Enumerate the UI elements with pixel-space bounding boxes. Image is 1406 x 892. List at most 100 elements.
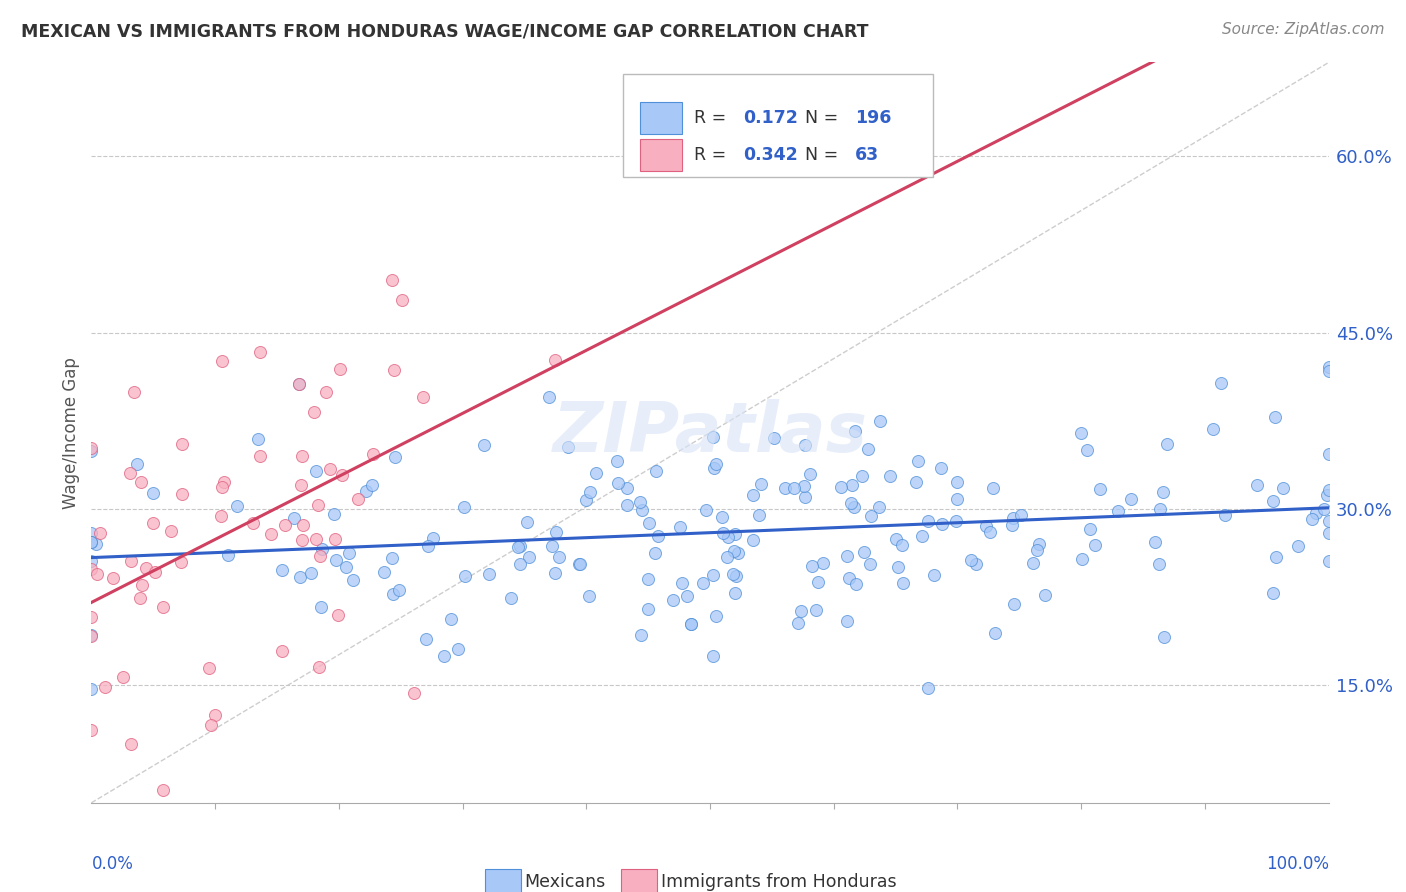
Point (606, 475, 628, 490)
Point (1213, 508, 1236, 522)
Point (337, 546, 360, 560)
Point (335, 560, 357, 574)
Point (981, 481, 1004, 495)
Point (579, 485, 602, 500)
Point (929, 460, 952, 475)
Point (835, 549, 858, 564)
Point (131, 578, 153, 592)
Point (288, 377, 311, 392)
Point (304, 464, 326, 478)
Point (891, 538, 914, 552)
Point (676, 589, 699, 603)
Point (363, 447, 385, 461)
Point (974, 519, 997, 533)
Point (717, 530, 740, 544)
Point (807, 575, 830, 590)
Point (723, 526, 745, 541)
Point (801, 559, 824, 574)
Point (946, 491, 969, 506)
FancyBboxPatch shape (485, 870, 520, 892)
Point (415, 632, 437, 646)
FancyBboxPatch shape (623, 73, 932, 178)
Point (274, 518, 297, 533)
Point (1002, 597, 1025, 611)
Point (506, 540, 529, 554)
Point (129, 591, 152, 606)
Point (1071, 551, 1094, 566)
Point (702, 430, 724, 444)
Point (569, 557, 592, 571)
Point (249, 345, 271, 359)
Point (440, 612, 463, 626)
Text: R =: R = (695, 146, 731, 164)
Point (741, 487, 763, 501)
Point (1070, 425, 1092, 440)
Point (172, 437, 194, 451)
Point (135, 561, 157, 575)
Point (637, 602, 659, 616)
Point (1001, 518, 1024, 533)
Point (1108, 504, 1130, 518)
Point (907, 454, 929, 468)
Point (711, 509, 734, 524)
Text: MEXICAN VS IMMIGRANTS FROM HONDURAS WAGE/INCOME GAP CORRELATION CHART: MEXICAN VS IMMIGRANTS FROM HONDURAS WAGE… (21, 22, 869, 40)
Point (1317, 514, 1340, 528)
Point (1246, 478, 1268, 492)
Point (509, 539, 531, 553)
Point (131, 475, 153, 489)
Point (1090, 482, 1112, 496)
Point (1010, 508, 1032, 522)
Point (830, 480, 852, 494)
Point (472, 438, 495, 452)
Point (568, 557, 591, 571)
Point (80, 443, 103, 458)
Point (242, 516, 264, 530)
FancyBboxPatch shape (640, 102, 682, 135)
Point (120, 466, 142, 480)
Point (212, 475, 235, 489)
Text: 100.0%: 100.0% (1265, 855, 1329, 872)
Point (412, 390, 434, 404)
Text: 63: 63 (855, 146, 879, 164)
Point (325, 553, 347, 567)
Point (211, 479, 233, 493)
Point (546, 524, 568, 539)
Point (1080, 522, 1102, 536)
Point (638, 516, 661, 531)
Point (311, 542, 333, 557)
Point (271, 644, 294, 658)
Point (887, 559, 910, 574)
Y-axis label: Wage/Income Gap: Wage/Income Gap (62, 357, 80, 508)
Point (402, 686, 425, 700)
Point (517, 550, 540, 565)
Point (922, 567, 945, 582)
Point (790, 604, 813, 618)
Point (799, 467, 821, 481)
Point (984, 625, 1007, 640)
Point (391, 293, 413, 307)
Point (869, 414, 891, 428)
Point (1156, 437, 1178, 451)
Point (1144, 534, 1167, 549)
Point (1271, 481, 1294, 495)
Point (931, 516, 953, 531)
Point (308, 660, 330, 674)
Point (160, 524, 183, 539)
Point (291, 518, 314, 533)
Point (692, 576, 714, 591)
Point (644, 546, 666, 560)
Point (1202, 422, 1225, 436)
Text: 0.342: 0.342 (744, 146, 799, 164)
Point (80, 682, 103, 697)
Point (1261, 494, 1284, 508)
Point (80, 610, 103, 624)
Point (859, 557, 882, 571)
Point (704, 457, 727, 471)
Point (384, 450, 406, 464)
Point (260, 527, 283, 541)
Point (793, 491, 815, 505)
Point (1025, 543, 1047, 558)
Point (794, 438, 817, 452)
Point (1316, 487, 1339, 501)
Point (418, 539, 440, 553)
